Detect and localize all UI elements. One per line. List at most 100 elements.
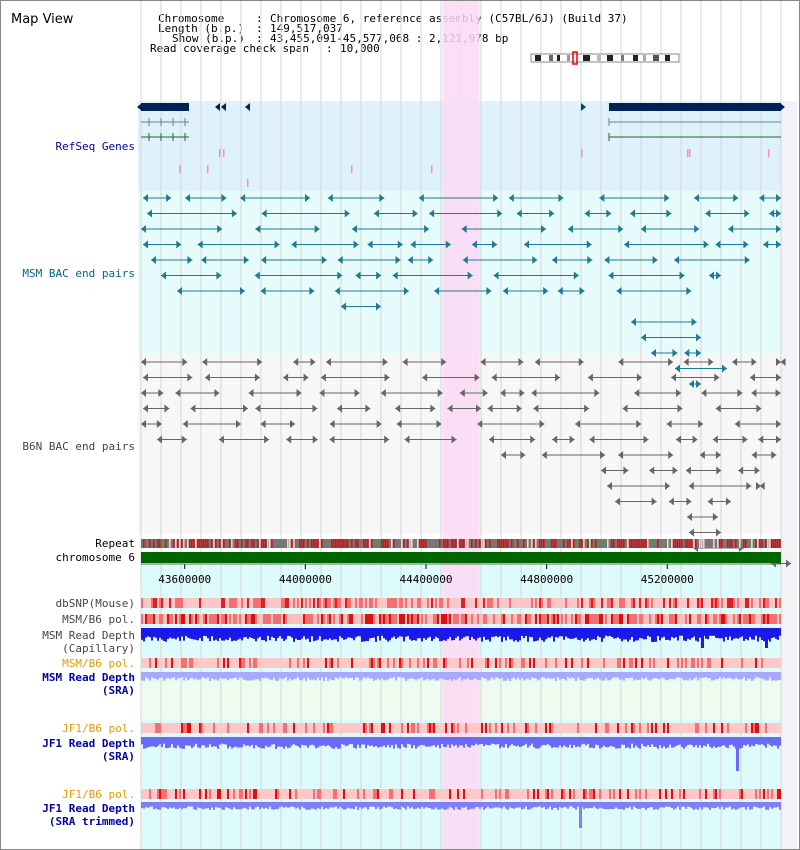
- heat-cell: [153, 598, 155, 608]
- repeat-element: [331, 539, 333, 548]
- depth-bar: [589, 672, 591, 679]
- depth-bar: [491, 802, 493, 809]
- b6n-bac-end: [758, 435, 764, 444]
- heat-cell: [445, 723, 447, 733]
- b6n-bac-end: [337, 404, 343, 413]
- depth-bar: [247, 737, 249, 746]
- heat-cell: [617, 614, 619, 624]
- track-label-msm-bac[interactable]: MSM BAC end pairs: [22, 267, 135, 280]
- depth-bar: [663, 628, 665, 637]
- depth-bar: [427, 628, 429, 638]
- depth-bar: [431, 737, 433, 746]
- depth-bar: [669, 672, 671, 679]
- depth-bar: [639, 628, 641, 638]
- depth-bar: [415, 672, 417, 681]
- depth-bar: [713, 737, 715, 747]
- depth-bar: [467, 737, 469, 747]
- b6n-bac-end: [589, 435, 595, 444]
- depth-bar: [361, 628, 363, 642]
- msm-bac-end: [334, 287, 340, 295]
- depth-bar: [277, 802, 279, 810]
- depth-bar: [247, 672, 249, 681]
- depth-bar: [165, 802, 167, 808]
- msm-bac-end: [327, 194, 333, 202]
- depth-bar: [523, 737, 525, 746]
- heat-cell: [313, 789, 315, 799]
- repeat-element: [503, 539, 505, 548]
- repeat-element: [247, 539, 249, 548]
- depth-bar: [495, 802, 497, 808]
- depth-bar: [353, 672, 355, 680]
- depth-bar: [443, 628, 445, 641]
- depth-bar: [253, 802, 255, 810]
- depth-bar: [259, 802, 261, 810]
- heat-cell: [763, 614, 765, 624]
- msm-bac-end: [261, 256, 267, 264]
- depth-bar: [281, 672, 283, 680]
- depth-bar: [561, 628, 563, 637]
- depth-bar: [363, 628, 365, 642]
- depth-bar: [727, 737, 729, 749]
- repeat-element: [627, 539, 629, 548]
- heat-cell: [577, 723, 579, 733]
- depth-bar: [627, 737, 629, 748]
- chromosome-ideogram[interactable]: [530, 51, 680, 65]
- b6n-bac-end: [541, 451, 547, 459]
- b6n-bac-end: [594, 389, 600, 397]
- heat-cell: [659, 614, 661, 624]
- depth-bar: [235, 737, 237, 747]
- depth-bar: [485, 737, 487, 745]
- depth-bar: [647, 737, 649, 746]
- refseq-genes-track[interactable]: [137, 103, 785, 187]
- axis-tick-label: 43600000: [158, 573, 211, 586]
- heat-cell: [435, 614, 437, 624]
- depth-bar: [719, 672, 721, 677]
- depth-bar: [505, 672, 507, 681]
- track-label-refseq[interactable]: RefSeq Genes: [56, 140, 135, 153]
- repeat-element: [175, 539, 177, 548]
- heat-cell: [517, 614, 519, 624]
- track-label-b6n-bac[interactable]: B6N BAC end pairs: [22, 440, 135, 453]
- depth-bar: [599, 737, 601, 749]
- heat-cell: [619, 789, 621, 799]
- depth-bar: [733, 672, 735, 680]
- heat-cell: [461, 598, 463, 608]
- depth-bar: [427, 802, 429, 808]
- msm-bac-pairs-track[interactable]: [141, 194, 781, 388]
- b6n-bac-end: [320, 373, 326, 382]
- depth-bar: [653, 802, 655, 810]
- depth-bar: [593, 628, 595, 639]
- depth-bar: [763, 672, 765, 680]
- depth-bar: [439, 802, 441, 810]
- heat-cell: [697, 658, 699, 668]
- depth-bar: [465, 802, 467, 807]
- repeat-element: [363, 539, 365, 548]
- repeat-element: [623, 539, 625, 548]
- depth-bar: [165, 628, 167, 642]
- heat-cell: [147, 614, 149, 624]
- depth-bar: [529, 628, 531, 637]
- depth-bar: [699, 737, 701, 746]
- repeat-element: [439, 539, 441, 548]
- depth-bar: [675, 672, 677, 679]
- heat-cell: [175, 789, 177, 799]
- depth-bar: [211, 672, 213, 679]
- repeat-element: [245, 539, 247, 548]
- depth-bar: [277, 672, 279, 681]
- depth-bar: [743, 737, 745, 746]
- b6n-bac-end: [668, 358, 674, 366]
- repeat-element: [267, 539, 269, 548]
- b6n-bac-pairs-track[interactable]: [141, 358, 791, 568]
- heat-cell: [273, 614, 275, 624]
- heat-cell: [565, 658, 567, 668]
- msm-bac-end: [373, 209, 379, 218]
- b6n-bac-end: [776, 373, 781, 382]
- heat-cell: [545, 614, 547, 624]
- heat-cell: [375, 598, 377, 608]
- heat-cell: [641, 614, 643, 624]
- depth-bar: [471, 802, 473, 809]
- depth-bar: [585, 672, 587, 679]
- heat-cell: [275, 789, 277, 799]
